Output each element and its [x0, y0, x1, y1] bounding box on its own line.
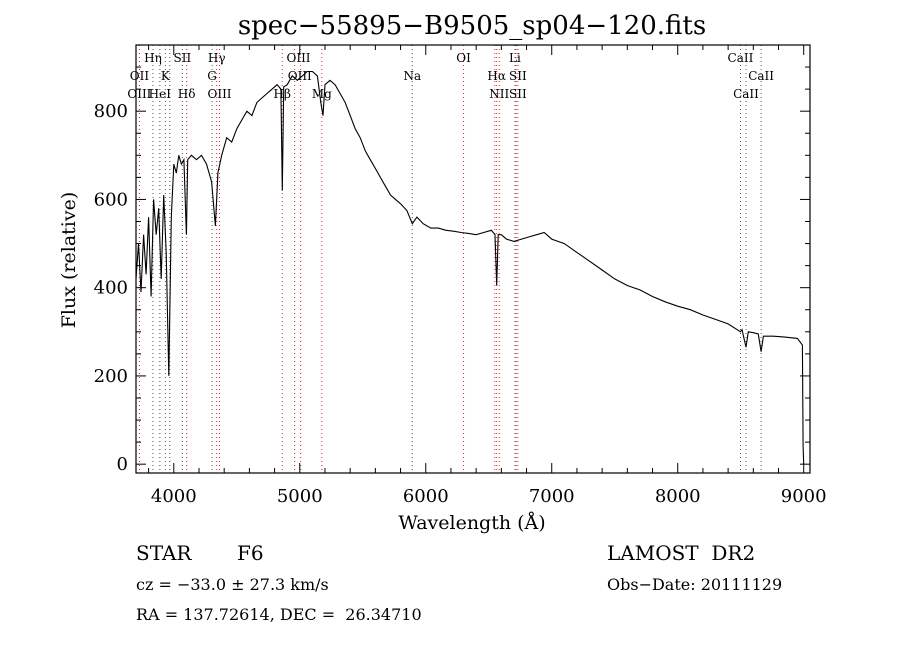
x-axis-label: Wavelength (Å) — [398, 512, 545, 534]
line-label-13: CaII — [748, 69, 774, 83]
x-tick-label: 9000 — [781, 486, 827, 507]
line-label-11: Hα — [487, 69, 506, 83]
line-label-4: OI — [456, 51, 471, 65]
x-tick-label: 6000 — [403, 486, 449, 507]
line-label-23: Hβ — [274, 87, 291, 101]
y-tick-label: 0 — [117, 454, 128, 475]
line-label-22: CaII — [733, 87, 759, 101]
line-label-6: CaII — [728, 51, 754, 65]
x-axis-ticks: 4000 5000 6000 7000 8000 9000 — [148, 45, 827, 507]
x-tick-label: 4000 — [151, 486, 197, 507]
line-label-21: SII — [509, 87, 527, 101]
line-label-20: NII — [489, 87, 509, 101]
ra-dec: RA = 137.72614, DEC = 26.34710 — [136, 605, 422, 624]
obs-date: Obs−Date: 20111129 — [607, 575, 782, 594]
line-label-15: OIII — [127, 87, 151, 101]
line-label-18: OIII — [207, 87, 231, 101]
object-subclass: F6 — [237, 541, 264, 565]
x-tick-label: 7000 — [529, 486, 575, 507]
y-tick-label: 600 — [94, 189, 128, 210]
object-class: STAR — [136, 541, 192, 565]
redshift-cz: cz = −33.0 ± 27.3 km/s — [136, 575, 329, 594]
line-label-5: Li — [509, 51, 521, 65]
y-tick-label: 200 — [94, 366, 128, 387]
line-label-16: HeI — [149, 87, 172, 101]
y-tick-label: 800 — [94, 101, 128, 122]
line-label-17: Hδ — [178, 87, 196, 101]
line-label-3: OIII — [286, 51, 310, 65]
line-label-8: K — [161, 69, 171, 83]
plot-frame — [135, 44, 811, 474]
survey-name: LAMOST DR2 — [607, 541, 755, 565]
x-tick-label: 8000 — [655, 486, 701, 507]
line-label-19: Mg — [312, 87, 332, 101]
spectrum-series-line — [135, 70, 805, 465]
line-label-12: SII — [509, 69, 527, 83]
x-tick-label: 5000 — [277, 486, 323, 507]
line-label-9: G — [207, 69, 217, 83]
y-axis-ticks: 0 200 400 600 800 — [94, 66, 810, 475]
y-tick-label: 400 — [94, 278, 128, 299]
spectral-line-markers — [138, 45, 762, 473]
y-axis-label: Flux (relative) — [58, 192, 80, 329]
line-label-7: OII — [130, 69, 150, 83]
line-label-2: Hγ — [208, 51, 226, 65]
line-label-1: SII — [174, 51, 192, 65]
chart-title: spec−55895−B9505_sp04−120.fits — [238, 11, 706, 41]
line-label-0: Hη — [144, 51, 162, 65]
line-label-10: Na — [403, 69, 421, 83]
